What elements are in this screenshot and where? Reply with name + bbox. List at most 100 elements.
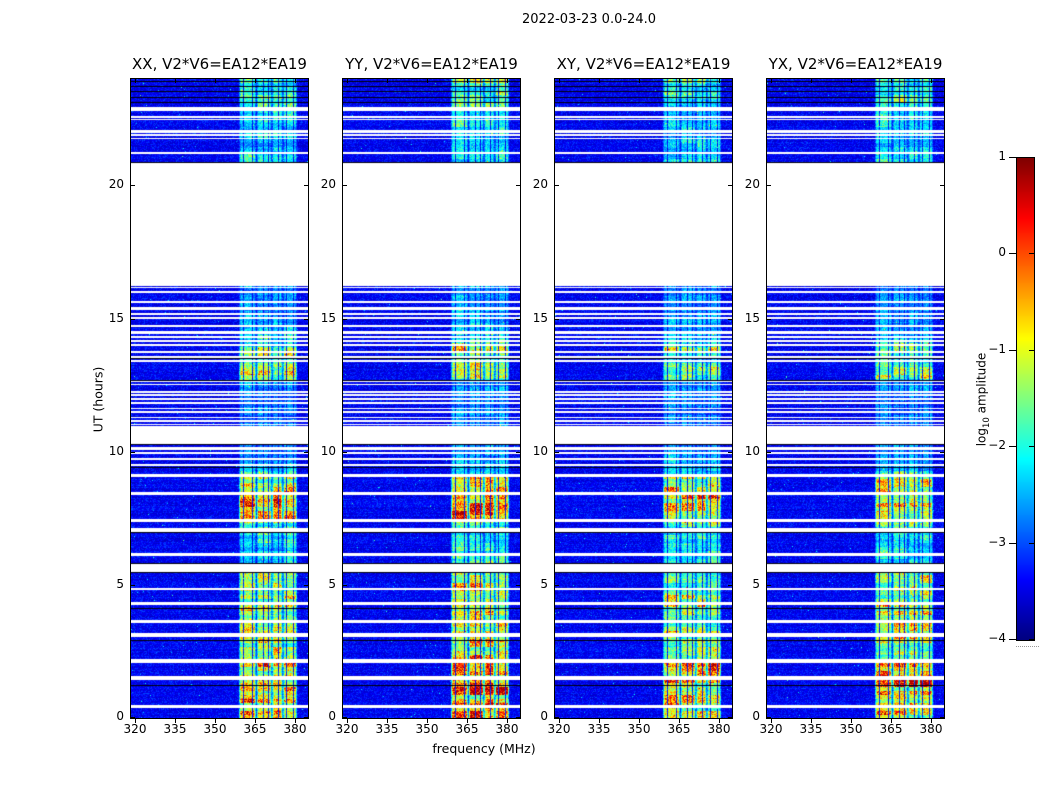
x-tick-label: 365 — [879, 722, 903, 736]
colorbar-label-prefix: log — [974, 428, 989, 447]
y-tick-right — [940, 319, 944, 320]
x-tick-top — [467, 79, 468, 83]
x-tick — [215, 719, 216, 723]
x-tick-top — [507, 79, 508, 83]
y-tick-label: 20 — [532, 177, 548, 191]
y-tick-right — [728, 452, 732, 453]
y-tick-right — [516, 319, 520, 320]
x-tick-label: 380 — [283, 722, 307, 736]
x-tick-label: 365 — [667, 722, 691, 736]
y-tick-right — [940, 185, 944, 186]
y-tick-left — [767, 319, 771, 320]
x-tick — [175, 719, 176, 723]
colorbar-underflow-dots — [1016, 646, 1039, 647]
x-tick — [295, 719, 296, 723]
y-tick-right — [304, 452, 308, 453]
y-tick-right — [728, 717, 732, 718]
y-tick-label: 0 — [328, 709, 336, 723]
x-tick-label: 320 — [759, 722, 783, 736]
x-tick-label: 335 — [587, 722, 611, 736]
y-tick-left — [131, 452, 135, 453]
y-tick-right — [728, 319, 732, 320]
y-tick-right — [304, 185, 308, 186]
colorbar-tick — [1009, 253, 1016, 254]
y-tick-left — [555, 585, 559, 586]
colorbar-tick — [1009, 543, 1016, 544]
y-tick-left — [131, 319, 135, 320]
x-tick-label: 350 — [839, 722, 863, 736]
colorbar-tick-label: 0 — [998, 245, 1006, 259]
y-tick-right — [304, 585, 308, 586]
y-tick-label: 0 — [116, 709, 124, 723]
colorbar-label-suffix: amplitude — [974, 352, 989, 418]
y-tick-left — [555, 319, 559, 320]
y-tick-label: 5 — [540, 577, 548, 591]
y-tick-label: 0 — [540, 709, 548, 723]
x-tick-top — [295, 79, 296, 83]
x-tick-label: 335 — [163, 722, 187, 736]
x-tick — [891, 719, 892, 723]
y-tick-label: 5 — [752, 577, 760, 591]
colorbar-tick — [1009, 350, 1016, 351]
colorbar-tick-inner — [1029, 157, 1034, 158]
x-tick — [851, 719, 852, 723]
x-tick — [467, 719, 468, 723]
y-tick-left — [767, 717, 771, 718]
colorbar-tick-label: −4 — [988, 631, 1006, 645]
x-tick-label: 365 — [455, 722, 479, 736]
x-tick-top — [771, 79, 772, 83]
y-axis-label: UT (hours) — [90, 366, 106, 433]
x-tick — [931, 719, 932, 723]
x-tick-top — [215, 79, 216, 83]
colorbar-label: log10 amplitude — [975, 330, 992, 470]
spectrogram-canvas-xy — [555, 79, 732, 718]
y-tick-right — [940, 717, 944, 718]
x-tick-top — [679, 79, 680, 83]
colorbar-tick-label: −1 — [988, 342, 1006, 356]
y-tick-left — [555, 717, 559, 718]
x-tick-label: 320 — [335, 722, 359, 736]
x-tick-label: 320 — [123, 722, 147, 736]
colorbar-tick-inner — [1029, 253, 1034, 254]
colorbar-tick-label: −3 — [988, 535, 1006, 549]
panel-title-yx: YX, V2*V6=EA12*EA19 — [768, 55, 943, 73]
x-tick-label: 380 — [919, 722, 943, 736]
x-tick-top — [175, 79, 176, 83]
panel-xx — [130, 78, 309, 719]
x-tick-top — [599, 79, 600, 83]
y-tick-left — [131, 585, 135, 586]
colorbar-label-sub: 10 — [981, 417, 992, 428]
x-tick-top — [719, 79, 720, 83]
y-tick-left — [343, 585, 347, 586]
y-tick-label: 0 — [752, 709, 760, 723]
x-tick-top — [891, 79, 892, 83]
x-tick-top — [135, 79, 136, 83]
panel-title-xy: XY, V2*V6=EA12*EA19 — [556, 55, 731, 73]
colorbar-tick — [1009, 639, 1016, 640]
x-tick — [719, 719, 720, 723]
x-tick — [387, 719, 388, 723]
figure-title: 2022-03-23 0.0-24.0 — [522, 12, 656, 27]
y-tick-right — [940, 452, 944, 453]
y-tick-right — [304, 319, 308, 320]
colorbar-tick-inner — [1029, 350, 1034, 351]
y-tick-left — [555, 185, 559, 186]
x-tick — [771, 719, 772, 723]
x-tick-label: 380 — [495, 722, 519, 736]
spectrogram-canvas-yx — [767, 79, 944, 718]
panel-xy — [554, 78, 733, 719]
x-tick-top — [347, 79, 348, 83]
y-tick-left — [555, 452, 559, 453]
x-tick — [135, 719, 136, 723]
y-tick-left — [767, 185, 771, 186]
colorbar-tick-label: 1 — [998, 149, 1006, 163]
y-tick-right — [516, 585, 520, 586]
y-tick-right — [516, 185, 520, 186]
colorbar-tick — [1009, 446, 1016, 447]
colorbar-tick-label: −2 — [988, 438, 1006, 452]
y-tick-label: 15 — [108, 311, 124, 325]
x-tick-top — [931, 79, 932, 83]
y-tick-right — [940, 585, 944, 586]
x-tick-top — [427, 79, 428, 83]
